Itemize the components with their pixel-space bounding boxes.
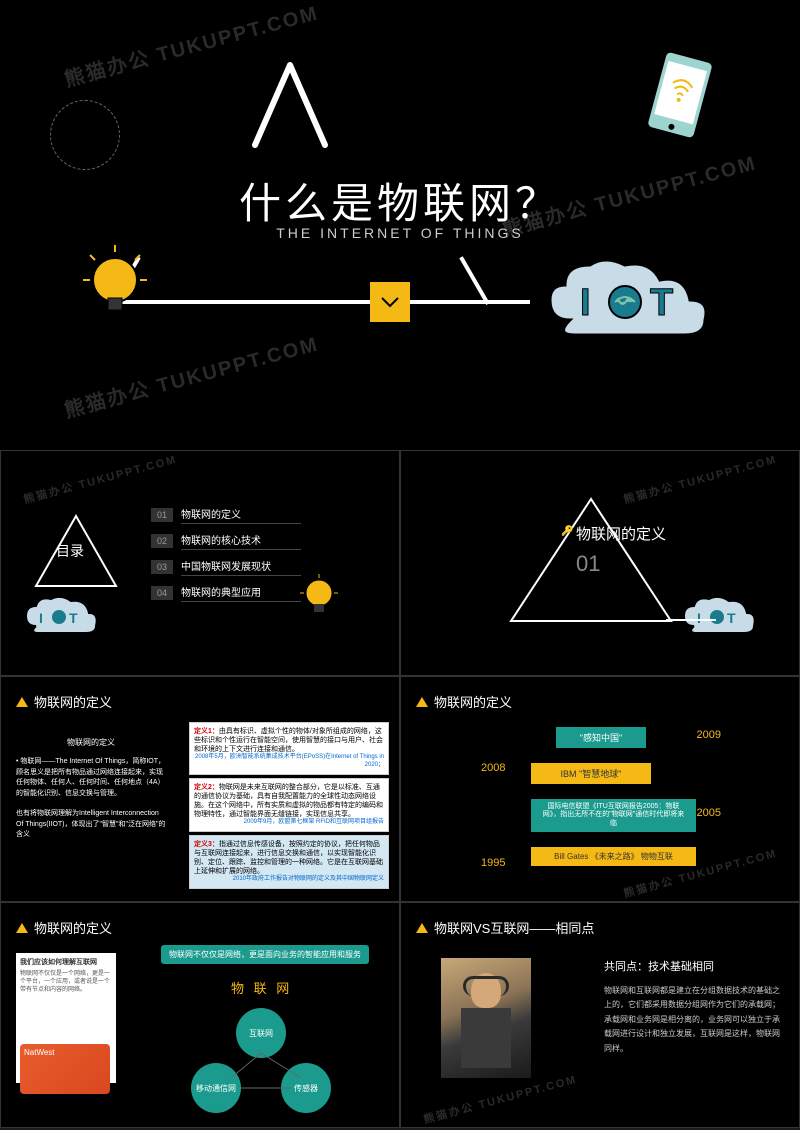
- toc-item: 04物联网的典型应用: [151, 584, 301, 602]
- triangle-marker-icon: [16, 697, 28, 707]
- svg-text:I: I: [697, 610, 701, 626]
- title-slide: 熊猫办公 TUKUPPT.COM 熊猫办公 TUKUPPT.COM 熊猫办公 T…: [0, 0, 800, 450]
- definition-slide: 物联网的定义 物联网的定义 • 物联网——The Internet Of Thi…: [0, 676, 400, 902]
- iot-cloud-icon: I T: [540, 250, 720, 360]
- timeline-item: 国际电信联盟《ITU互联网报告2005：物联网》，指出无所不在的"物联网"通信时…: [531, 799, 696, 832]
- key-icon: 🔑: [561, 526, 573, 537]
- phone-icon: [639, 44, 720, 146]
- section-number: 01: [576, 551, 600, 577]
- definition-boxes: 定义1：由具有标识、虚拟个性的物体/对象所组成的网络，这些标识和个性运行在智能空…: [189, 722, 389, 892]
- timeline: "感知中国" 2009 IBM "智慧地球" 2008 国际电信联盟《ITU互联…: [531, 727, 671, 866]
- watermark: 熊猫办公 TUKUPPT.COM: [22, 451, 179, 507]
- line-decoration: [459, 256, 489, 305]
- toc-item: 02物联网的核心技术: [151, 532, 301, 550]
- toc-heading: 目录: [56, 541, 84, 561]
- main-title: 什么是物联网？: [239, 170, 561, 231]
- main-subtitle: THE INTERNET OF THINGS: [276, 225, 524, 241]
- triangle-marker-icon: [416, 923, 428, 933]
- natwest-card-image: 我们应该如何理解互联网 物联网不仅仅是一个网络，更是一个平台，一个应用，或者说是…: [16, 953, 116, 1083]
- triangle-icon: [240, 60, 340, 150]
- comparison-text: 共同点：技术基础相同 物联网和互联网都是建立在分组数据技术的基础之上的，它们都采…: [604, 958, 784, 1056]
- timeline-slide: 熊猫办公 TUKUPPT.COM 物联网的定义 "感知中国" 2009 IBM …: [400, 676, 800, 902]
- timeline-item: IBM "智慧地球": [531, 763, 651, 784]
- center-label: 物 联 网: [231, 978, 292, 997]
- svg-text:I: I: [39, 610, 43, 626]
- def-box: 定义2：物联网是未来互联网的整合部分，它是以标准、互通的通信协议为基础，具有自我…: [189, 778, 389, 832]
- banner: 物联网不仅仅是网络，更是面向业务的智能应用和服务: [161, 945, 369, 964]
- svg-text:T: T: [727, 610, 736, 626]
- slide-title: 物联网VS互联网——相同点: [434, 918, 594, 937]
- comparison-slide: 熊猫办公 TUKUPPT.COM 物联网VS互联网——相同点 共同点：技术基础相…: [400, 902, 800, 1128]
- toc-item: 03中国物联网发展现状: [151, 558, 301, 576]
- timeline-item: "感知中国": [556, 727, 646, 748]
- iot-cloud-icon: I T: [21, 591, 101, 641]
- svg-text:T: T: [650, 282, 673, 324]
- dashed-circle-decoration: [50, 100, 120, 170]
- network-slide: 物联网的定义 物联网不仅仅是网络，更是面向业务的智能应用和服务 我们应该如何理解…: [0, 902, 400, 1128]
- triangle-marker-icon: [16, 923, 28, 933]
- watermark: 熊猫办公 TUKUPPT.COM: [422, 1071, 579, 1127]
- svg-text:I: I: [580, 282, 591, 324]
- section-title: 物联网的定义: [576, 523, 666, 544]
- chevron-down-box: [370, 282, 410, 322]
- person-image: [441, 958, 531, 1078]
- lightbulb-icon: [299, 571, 339, 621]
- network-node: 传感器: [281, 1063, 331, 1113]
- watermark: 熊猫办公 TUKUPPT.COM: [61, 328, 322, 424]
- slide-title: 物联网的定义: [434, 692, 512, 711]
- slide-title: 物联网的定义: [34, 918, 112, 937]
- slide-title: 物联网的定义: [34, 692, 112, 711]
- toc-slide: 熊猫办公 TUKUPPT.COM 目录 I T 01物联网的定义 02物联网的核…: [0, 450, 400, 676]
- timeline-item: Bill Gates 《未来之路》 物物互联: [531, 847, 696, 866]
- def-box: 定义3：指通过信息传感设备，按照约定的协议，把任何物品与互联网连接起来，进行信息…: [189, 835, 389, 889]
- iot-cloud-icon: I T: [679, 591, 759, 641]
- network-node: 移动通信网: [191, 1063, 241, 1113]
- triangle-marker-icon: [416, 697, 428, 707]
- toc-list: 01物联网的定义 02物联网的核心技术 03中国物联网发展现状 04物联网的典型…: [151, 506, 301, 610]
- line-decoration: [410, 300, 530, 304]
- section-title-slide: 熊猫办公 TUKUPPT.COM 🔑 物联网的定义 01 I T: [400, 450, 800, 676]
- svg-text:T: T: [69, 610, 78, 626]
- toc-item: 01物联网的定义: [151, 506, 301, 524]
- line-decoration: [666, 619, 716, 621]
- lightbulb-icon: [80, 240, 150, 330]
- network-node: 互联网: [236, 1008, 286, 1058]
- definition-text: 物联网的定义 • 物联网——The Internet Of Things，简称I…: [16, 737, 166, 841]
- def-box: 定义1：由具有标识、虚拟个性的物体/对象所组成的网络，这些标识和个性运行在智能空…: [189, 722, 389, 775]
